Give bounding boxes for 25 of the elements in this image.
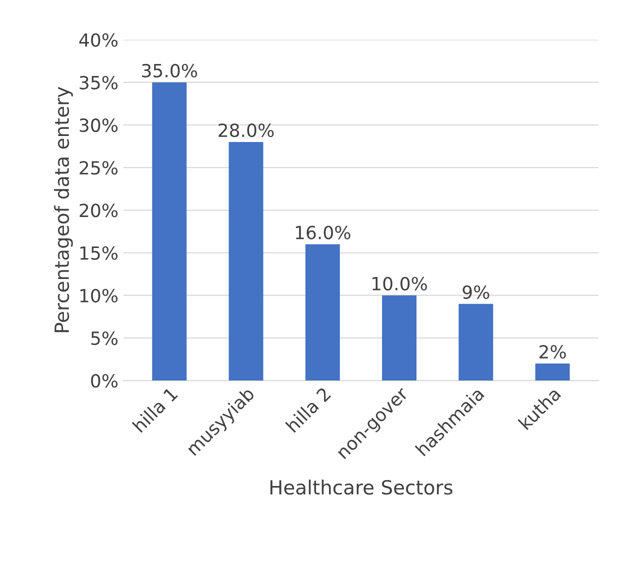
data-label: 16.0% — [296, 226, 350, 240]
y-tick-label: 30% — [80, 118, 118, 132]
bar — [152, 82, 187, 381]
y-tick-label: 40% — [79, 33, 118, 47]
bar — [535, 364, 570, 381]
bar — [382, 295, 416, 381]
y-tick-label: 5% — [91, 331, 118, 346]
bar — [458, 304, 494, 381]
data-label: 2% — [540, 344, 566, 359]
y-tick-label: 0% — [91, 374, 118, 388]
x-axis-title: Healthcare Sectors — [270, 480, 452, 495]
y-tick-label: 35% — [80, 76, 118, 90]
y-tick-label: 10% — [80, 288, 118, 302]
data-label: 10.0% — [372, 276, 427, 290]
data-label: 28.0% — [218, 123, 274, 138]
y-axis-title: Percentageof data entery — [54, 86, 73, 332]
y-tick-label: 20% — [80, 204, 118, 218]
bar — [305, 244, 340, 381]
bar — [228, 142, 264, 381]
x-tick-label: hilla 1 — [132, 386, 178, 433]
data-label: 35.0% — [142, 64, 198, 78]
y-tick-label: 25% — [80, 161, 118, 175]
x-tick-label: hilla 2 — [285, 386, 332, 433]
data-label: 9% — [462, 285, 490, 299]
y-tick-label: 15% — [80, 246, 118, 260]
